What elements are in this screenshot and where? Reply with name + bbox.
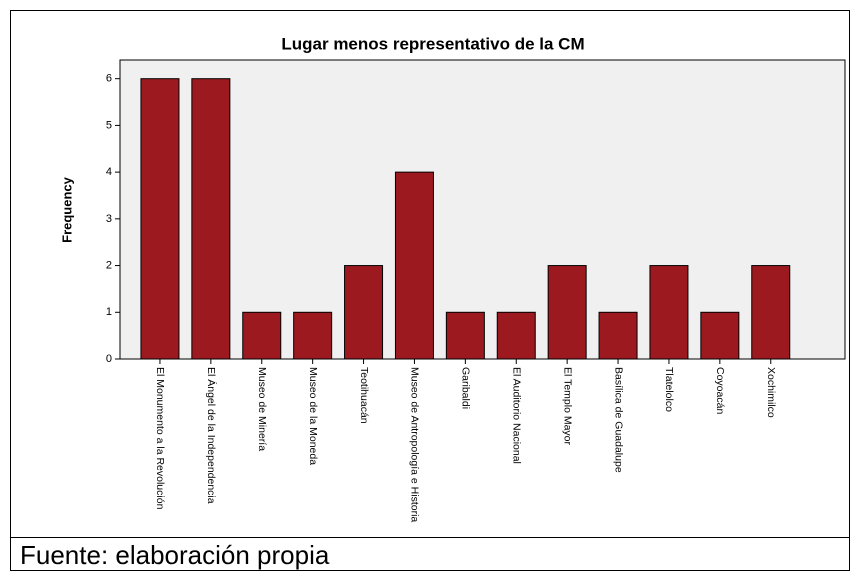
bar xyxy=(598,311,638,360)
y-tick-label: 2 xyxy=(106,259,112,271)
plot-area xyxy=(119,59,846,360)
x-tick-label: El Ángel de la Independencia xyxy=(205,367,218,504)
caption: Fuente: elaboración propia xyxy=(20,540,330,570)
bar xyxy=(191,78,231,360)
bar xyxy=(496,311,536,360)
y-tick-label: 5 xyxy=(106,119,112,131)
bar xyxy=(344,265,384,360)
y-tick-label: 3 xyxy=(106,213,112,225)
y-tick-label: 6 xyxy=(106,73,112,85)
bar xyxy=(751,265,791,360)
x-tick-label: Museo de Minería xyxy=(256,367,268,451)
x-tick-label: El Monumento a la Revolución xyxy=(154,367,166,510)
x-tick-label: Basílica de Guadalupe xyxy=(612,367,624,473)
x-tick-label: Museo de la Moneda xyxy=(307,367,319,465)
bar xyxy=(700,311,740,360)
x-tick-label: Garibaldi xyxy=(460,367,472,409)
y-axis-label: Frequency xyxy=(59,176,74,243)
y-tick-label: 0 xyxy=(106,353,112,365)
bar xyxy=(140,78,180,360)
bar xyxy=(649,265,689,360)
x-tick-label: Museo de Antropología e Historia xyxy=(409,367,421,522)
chart-title: Lugar menos representativo de la CM xyxy=(281,34,584,53)
x-tick-label: El Auditorio Nacional xyxy=(510,367,522,464)
x-tick-label: Xochimilco xyxy=(765,367,777,418)
x-tick-label: Coyoacán xyxy=(714,367,726,414)
frame xyxy=(10,10,850,571)
bar xyxy=(445,311,485,360)
x-tick-label: Tlatelolco xyxy=(663,367,675,412)
y-tick-label: 4 xyxy=(106,166,112,178)
bar xyxy=(547,265,587,360)
x-tick-label: El Templo Mayor xyxy=(561,367,573,446)
x-tick-label: Teotihuacán xyxy=(358,367,370,424)
bar xyxy=(242,311,282,360)
bar xyxy=(394,171,434,360)
y-tick-label: 1 xyxy=(106,306,112,318)
bar xyxy=(293,311,333,360)
